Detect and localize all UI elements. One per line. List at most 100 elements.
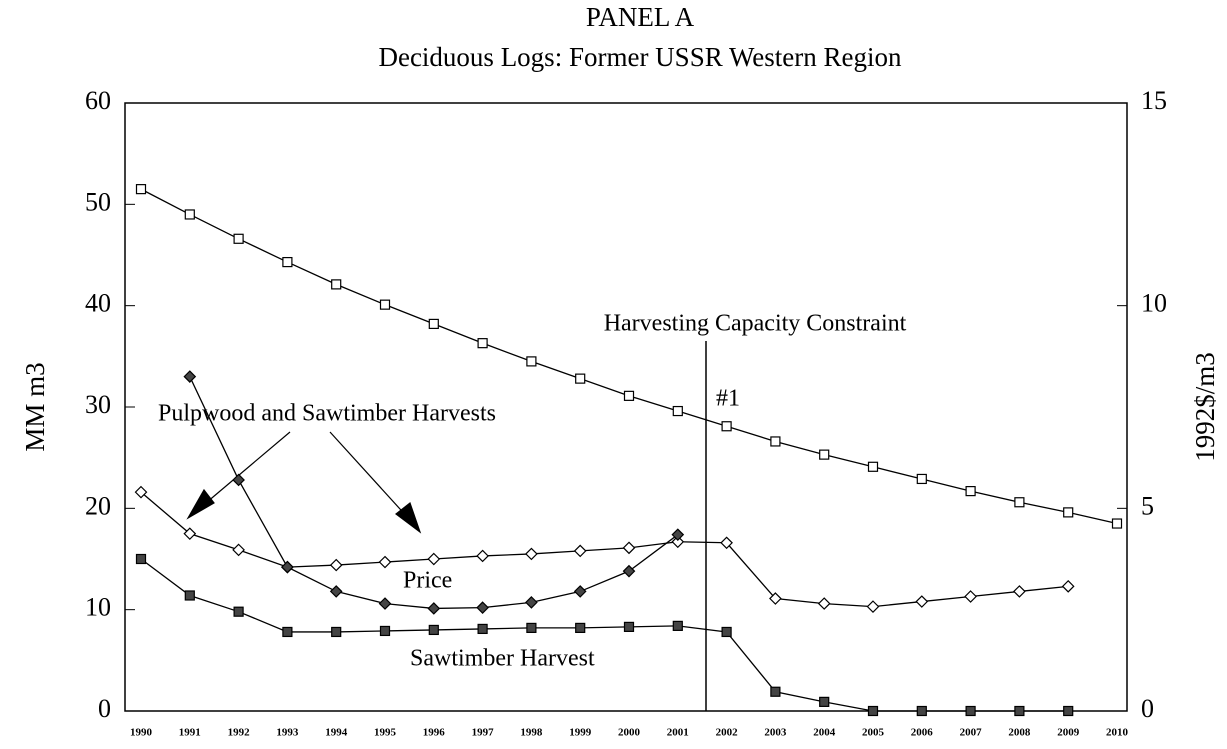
x-tick-label: 1992 (228, 727, 251, 739)
x-tick-label: 2003 (764, 727, 787, 739)
marker (1013, 585, 1026, 598)
marker (427, 552, 441, 566)
marker (329, 558, 343, 572)
marker (671, 528, 685, 542)
marker (183, 527, 197, 541)
x-tick-label: 2005 (862, 727, 885, 739)
x-tick-label: 1999 (569, 727, 592, 739)
marker (867, 461, 879, 472)
x-tick-label: 1993 (276, 727, 299, 739)
marker (428, 624, 439, 636)
series-line (140, 558, 1069, 712)
marker (965, 705, 976, 717)
chart-subtitle: Deciduous Logs: Former USSR Western Regi… (378, 42, 902, 72)
marker (672, 405, 683, 417)
annotation: Harvesting Capacity Constraint (604, 311, 907, 337)
marker (379, 625, 391, 637)
marker (819, 696, 830, 707)
marker (476, 549, 489, 563)
x-tick-label: 2000 (618, 727, 641, 739)
marker (428, 318, 439, 330)
marker (1063, 705, 1074, 717)
marker (672, 620, 683, 631)
marker (819, 449, 830, 460)
marker (331, 626, 342, 638)
marker (721, 626, 732, 638)
marker (573, 585, 587, 598)
x-tick-label: 2008 (1008, 727, 1031, 739)
y-tick-label: 60 (85, 86, 111, 115)
marker (622, 564, 636, 578)
marker (184, 590, 195, 601)
x-tick-label: 1990 (130, 727, 153, 739)
marker (964, 590, 977, 603)
marker (526, 356, 537, 367)
x-tick-label: 2007 (960, 727, 983, 739)
marker (233, 233, 244, 244)
marker (866, 600, 880, 613)
y2-tick-label: 5 (1141, 491, 1154, 520)
x-tick-label: 1991 (179, 727, 201, 739)
chart-title: PANEL A (586, 2, 695, 32)
x-tick-label: 2002 (716, 727, 739, 739)
marker (135, 553, 147, 565)
marker (1111, 518, 1123, 529)
x-tick-label: 2010 (1106, 727, 1129, 739)
marker (575, 373, 586, 384)
marker (477, 623, 488, 635)
marker (867, 705, 879, 717)
marker (1063, 507, 1074, 518)
marker (331, 279, 342, 290)
y-tick-label: 30 (85, 390, 111, 419)
y2-tick-label: 15 (1141, 86, 1167, 115)
marker (232, 473, 245, 487)
marker (1014, 497, 1025, 508)
y2-axis-label: 1992$/m3 (1190, 352, 1220, 462)
marker (575, 622, 586, 634)
marker (721, 421, 732, 432)
annotation: Pulpwood and Sawtimber Harvests (158, 401, 496, 427)
marker (184, 209, 195, 220)
marker (232, 543, 245, 557)
marker (134, 485, 148, 499)
marker (282, 626, 293, 638)
annotation: Price (403, 568, 452, 594)
marker (671, 535, 685, 549)
marker (427, 602, 441, 615)
series-line (140, 491, 1069, 608)
y2-tick-label: 0 (1141, 694, 1154, 723)
y-tick-label: 0 (98, 694, 111, 723)
x-tick-label: 1996 (423, 727, 446, 739)
marker (526, 622, 537, 634)
arrows (186, 431, 422, 534)
marker (623, 390, 635, 401)
y-tick-label: 40 (85, 289, 111, 318)
marker (916, 473, 927, 485)
y2-tick-label: 10 (1141, 289, 1167, 318)
marker (183, 370, 197, 383)
y-tick-label: 20 (85, 491, 111, 520)
marker (378, 555, 392, 569)
marker (770, 686, 781, 697)
annotation: #1 (716, 386, 740, 412)
marker (281, 560, 294, 574)
marker (770, 436, 781, 447)
x-tick-label: 2006 (911, 727, 934, 739)
marker (573, 544, 587, 558)
marker (233, 606, 244, 617)
marker (769, 592, 782, 605)
x-tick-label: 2004 (813, 727, 836, 739)
x-tick-label: 1994 (325, 727, 348, 739)
marker (622, 541, 636, 555)
marker (1014, 705, 1025, 717)
x-tick-label: 1997 (472, 727, 495, 739)
marker (378, 597, 392, 610)
x-tick-label: 2009 (1057, 727, 1080, 739)
marker (135, 184, 147, 195)
x-tick-label: 2001 (667, 727, 689, 739)
marker (817, 597, 831, 610)
y-tick-label: 50 (85, 187, 111, 216)
marker (1061, 580, 1075, 593)
marker (476, 601, 489, 614)
marker (720, 536, 733, 550)
